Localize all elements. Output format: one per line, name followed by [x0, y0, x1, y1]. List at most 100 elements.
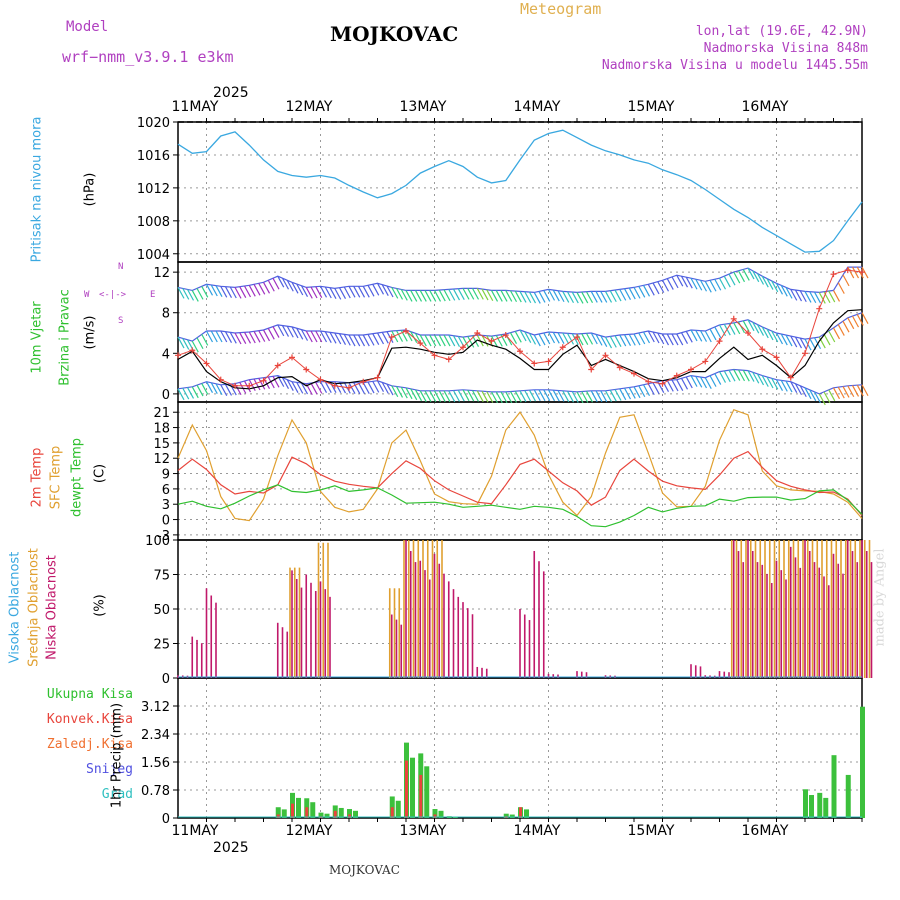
wind-barb	[300, 285, 309, 297]
wind-barb	[310, 330, 318, 343]
wind-barb	[533, 334, 541, 347]
wind-barb	[391, 385, 399, 398]
wind-barb	[177, 287, 185, 299]
wind-barb	[780, 380, 788, 392]
wind-barb	[828, 290, 836, 303]
wind-barb	[443, 289, 451, 302]
wind-gust-marker	[816, 305, 823, 312]
wind-barb	[557, 390, 565, 402]
wind-barb	[286, 325, 294, 338]
wind-barb	[315, 330, 323, 343]
wind-barb	[519, 390, 527, 403]
top-day-label: 16MAY	[741, 99, 789, 115]
wind-barb	[590, 332, 598, 345]
wind-barb	[576, 292, 584, 304]
wind-barb	[471, 390, 480, 402]
wind-barb	[476, 288, 484, 300]
wind-barb	[524, 390, 532, 402]
precip-total-bar	[296, 797, 301, 818]
wind-barb	[196, 337, 204, 350]
wind-barb	[462, 389, 470, 402]
wind-gust-marker	[517, 348, 523, 355]
wind-barb	[666, 333, 674, 346]
wind-gust-marker	[531, 360, 538, 367]
wind-barb	[291, 282, 299, 294]
wind-barb	[343, 334, 351, 346]
wind-barb	[737, 270, 746, 283]
wind-barb	[334, 332, 342, 345]
wind-barb	[823, 391, 831, 404]
wind-barb	[372, 381, 380, 393]
wind-barb	[652, 331, 660, 344]
bottom-day-label: 14MAY	[513, 823, 561, 839]
wind-barb	[196, 384, 204, 397]
wind-gust-marker	[246, 382, 253, 389]
precip-total-bar	[831, 755, 837, 818]
wind-barb	[828, 330, 836, 343]
y-tick-label: 12	[153, 266, 170, 281]
wind-barb	[543, 290, 551, 302]
wind-barb	[186, 387, 195, 399]
wind-barb	[756, 324, 765, 336]
precip-total-bar	[338, 807, 344, 818]
precip-convective-bar	[305, 807, 309, 818]
wind-barb	[481, 390, 489, 403]
wind-barb	[737, 321, 746, 334]
wind-barb	[809, 389, 817, 402]
wind-barb	[296, 283, 304, 296]
wind-barb	[823, 291, 831, 304]
wind-barb	[728, 369, 736, 382]
wind-barb	[419, 334, 427, 347]
wind-barb	[756, 373, 765, 386]
wind-barb	[410, 290, 418, 302]
wind-barb	[210, 284, 218, 297]
wind-barb	[547, 289, 556, 301]
wind-gust-marker	[232, 382, 238, 389]
wind-barb	[809, 291, 817, 304]
wind-barb	[604, 390, 613, 403]
wind-barb	[528, 291, 537, 304]
wind-barb	[509, 332, 518, 344]
wind-barb	[481, 288, 489, 301]
wind-barb	[847, 317, 855, 330]
wind-barb	[718, 277, 727, 290]
wind-barb	[661, 279, 670, 292]
wind-barb	[267, 327, 275, 340]
wind-barb	[191, 290, 199, 302]
compass-east: E	[150, 290, 156, 300]
wind-barb	[220, 330, 228, 343]
wind-barb	[543, 389, 551, 402]
wind-barb	[695, 376, 703, 388]
precip-total-bar	[395, 800, 401, 818]
wind-barb	[277, 324, 285, 337]
wind-barb	[633, 386, 641, 399]
top-day-label: 12MAY	[285, 99, 333, 115]
pressure-line	[177, 129, 863, 253]
wind-barb	[177, 388, 185, 401]
wind-barb	[680, 275, 689, 288]
wind-barb	[752, 321, 760, 334]
wind-barb	[590, 390, 598, 403]
temp-2m-line	[177, 450, 863, 516]
wind-barb	[481, 335, 489, 347]
y-tick-label: 3.12	[141, 700, 170, 715]
wind-barb	[457, 389, 465, 402]
wind-barb	[818, 336, 826, 349]
wind-barb	[253, 284, 261, 296]
wind-barb	[737, 369, 746, 382]
wind-gust-marker	[759, 346, 766, 353]
wind-barb	[642, 384, 651, 397]
wind-barb	[291, 326, 299, 339]
wind-barb	[272, 326, 280, 338]
y-tick-label: 8	[162, 307, 170, 322]
wind-barb	[324, 286, 332, 299]
wind-barb	[296, 327, 304, 340]
wind-barb	[576, 391, 584, 404]
wind-barb	[723, 275, 731, 288]
wind-barb	[775, 283, 784, 295]
precip-total-bar	[809, 795, 814, 818]
wind-barb	[818, 292, 826, 304]
wind-gust-marker	[645, 378, 652, 385]
wind-barb	[495, 391, 503, 404]
wind-barb	[785, 334, 793, 347]
